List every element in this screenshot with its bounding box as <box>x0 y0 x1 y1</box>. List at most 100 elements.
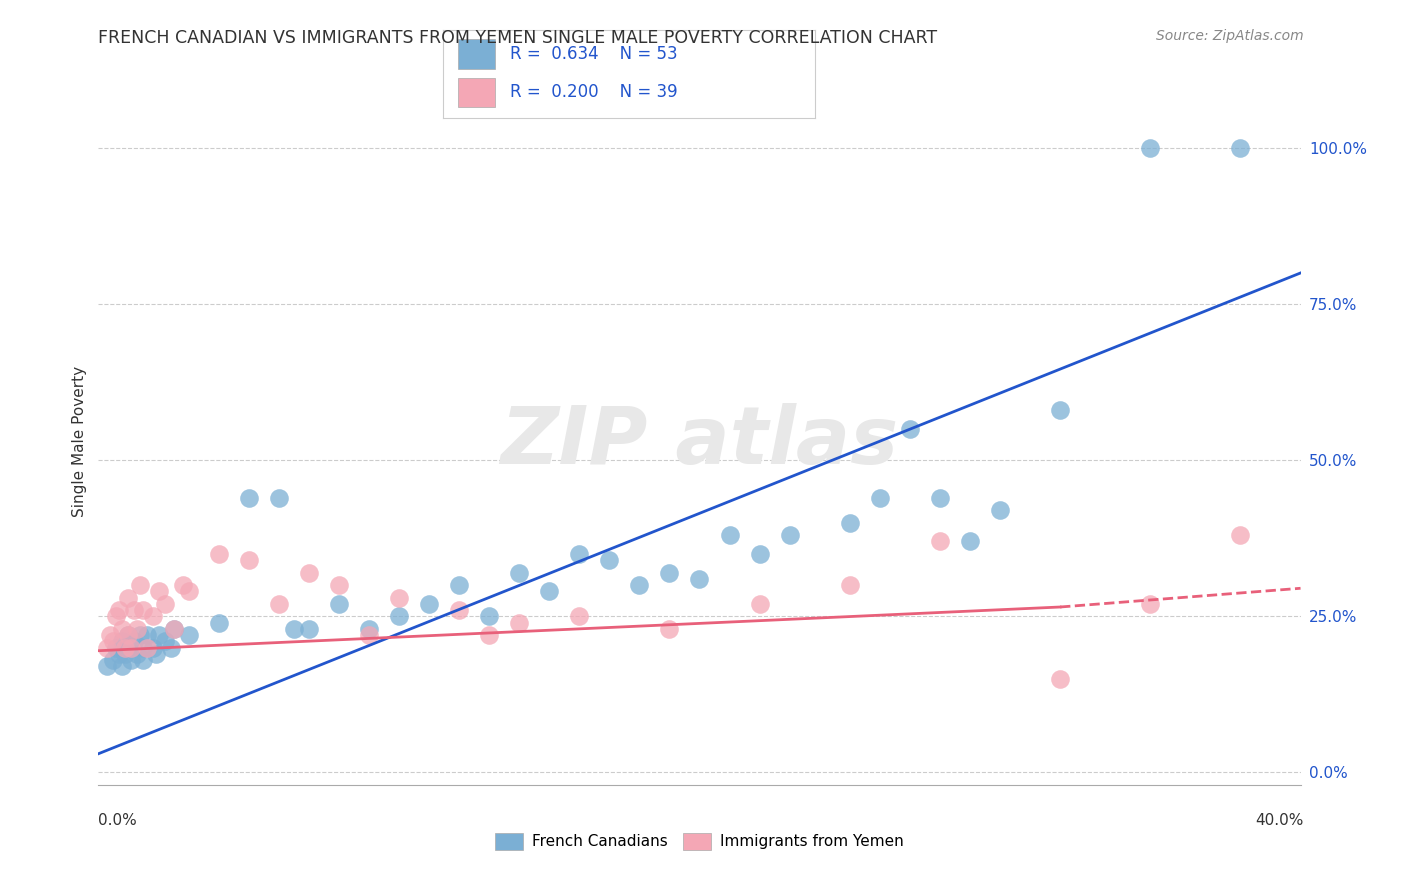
Point <box>127 622 149 636</box>
Point <box>1229 528 1251 542</box>
Point <box>177 628 200 642</box>
Point <box>568 609 591 624</box>
Text: R =  0.200    N = 39: R = 0.200 N = 39 <box>510 83 678 102</box>
Point <box>959 534 981 549</box>
Point <box>148 584 170 599</box>
Point <box>388 591 411 605</box>
Point <box>96 659 118 673</box>
Point <box>100 628 122 642</box>
Point <box>357 622 380 636</box>
Point <box>779 528 801 542</box>
Point <box>929 534 952 549</box>
Text: FRENCH CANADIAN VS IMMIGRANTS FROM YEMEN SINGLE MALE POVERTY CORRELATION CHART: FRENCH CANADIAN VS IMMIGRANTS FROM YEMEN… <box>98 29 938 46</box>
Point <box>129 578 152 592</box>
Point <box>141 640 163 655</box>
Point <box>132 603 155 617</box>
Text: 40.0%: 40.0% <box>1256 814 1303 828</box>
Point <box>658 622 681 636</box>
Point <box>208 615 231 630</box>
Point <box>538 584 561 599</box>
Point <box>748 597 770 611</box>
Point <box>1229 141 1251 155</box>
Text: R =  0.634    N = 53: R = 0.634 N = 53 <box>510 45 678 63</box>
Point <box>153 597 176 611</box>
Point <box>121 653 143 667</box>
Point <box>108 647 131 661</box>
Point <box>1049 403 1071 417</box>
Point <box>148 628 170 642</box>
Point <box>478 609 501 624</box>
Point <box>267 597 290 611</box>
Point <box>117 628 139 642</box>
Point <box>145 647 167 661</box>
Point <box>267 491 290 505</box>
Text: Source: ZipAtlas.com: Source: ZipAtlas.com <box>1156 29 1303 43</box>
Point <box>283 622 305 636</box>
Point <box>132 640 155 655</box>
Text: 0.0%: 0.0% <box>98 814 138 828</box>
Point <box>298 622 321 636</box>
Point <box>838 578 860 592</box>
Point <box>111 622 134 636</box>
Point <box>124 603 146 617</box>
Point <box>418 597 440 611</box>
Point <box>135 628 157 642</box>
Point <box>568 547 591 561</box>
Point <box>238 553 260 567</box>
Point <box>929 491 952 505</box>
Point <box>688 572 710 586</box>
Point <box>628 578 651 592</box>
Point <box>838 516 860 530</box>
Point <box>114 640 136 655</box>
Text: ZIP atlas: ZIP atlas <box>501 402 898 481</box>
Point <box>117 628 139 642</box>
Point <box>1139 597 1161 611</box>
Point <box>208 547 231 561</box>
Point <box>129 628 152 642</box>
Point <box>988 503 1011 517</box>
Point <box>388 609 411 624</box>
Point <box>298 566 321 580</box>
Point <box>658 566 681 580</box>
Point <box>172 578 194 592</box>
Point <box>117 591 139 605</box>
Legend: French Canadians, Immigrants from Yemen: French Canadians, Immigrants from Yemen <box>489 827 910 856</box>
Point <box>132 653 155 667</box>
Y-axis label: Single Male Poverty: Single Male Poverty <box>72 366 87 517</box>
Point <box>328 578 350 592</box>
Point <box>117 640 139 655</box>
Point <box>1049 672 1071 686</box>
Point <box>447 603 470 617</box>
Point <box>748 547 770 561</box>
Point <box>111 659 134 673</box>
Point <box>869 491 891 505</box>
Point <box>898 422 921 436</box>
Point <box>105 609 128 624</box>
Point <box>127 647 149 661</box>
Point <box>105 640 128 655</box>
Point <box>141 609 163 624</box>
Point <box>357 628 380 642</box>
Point <box>718 528 741 542</box>
Point <box>177 584 200 599</box>
Point <box>121 640 143 655</box>
Point <box>103 634 125 648</box>
Point <box>238 491 260 505</box>
Point <box>108 603 131 617</box>
Point <box>124 634 146 648</box>
Point <box>508 615 530 630</box>
Point <box>103 653 125 667</box>
Point <box>114 647 136 661</box>
Point <box>598 553 620 567</box>
FancyBboxPatch shape <box>458 39 495 69</box>
Point <box>96 640 118 655</box>
Point <box>153 634 176 648</box>
Point <box>1139 141 1161 155</box>
Point <box>162 622 184 636</box>
Point <box>135 640 157 655</box>
Point <box>328 597 350 611</box>
Point <box>478 628 501 642</box>
FancyBboxPatch shape <box>458 78 495 107</box>
Point <box>111 634 134 648</box>
Point <box>159 640 181 655</box>
